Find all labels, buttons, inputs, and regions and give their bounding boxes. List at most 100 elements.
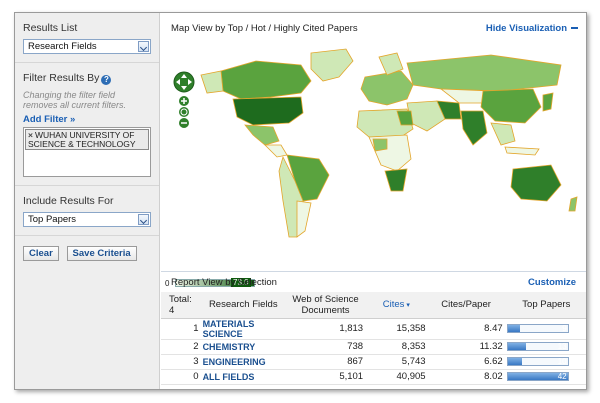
- visualization-title: Map View by Top / Hot / Highly Cited Pap…: [171, 23, 358, 34]
- include-section: Include Results For Top Papers: [15, 186, 159, 236]
- map-region-new-zealand[interactable]: [568, 196, 578, 212]
- results-list-section: Results List Research Fields: [15, 13, 159, 63]
- cites-per-paper-value: 8.02: [427, 369, 505, 385]
- row-index: 3: [161, 354, 201, 370]
- top-papers-value: 10: [557, 357, 567, 366]
- legend-max: 73.0: [231, 278, 251, 287]
- map-region-russia[interactable]: [406, 54, 562, 92]
- cites-per-paper-header[interactable]: Cites/Paper: [427, 292, 505, 319]
- app-frame: Results List Research Fields Filter Resu…: [14, 12, 587, 390]
- documents-header[interactable]: Web of Science Documents: [285, 292, 366, 319]
- world-map[interactable]: 0 73.0: [161, 41, 586, 288]
- save-criteria-button[interactable]: Save Criteria: [66, 246, 137, 261]
- include-select[interactable]: Top Papers: [23, 212, 151, 227]
- minus-icon: [571, 27, 578, 29]
- total-header: Total: 4: [161, 292, 201, 319]
- sort-down-icon: ▾: [404, 302, 410, 310]
- research-field-link[interactable]: MATERIALS SCIENCE: [200, 318, 286, 340]
- report-title: Report View by Selection: [171, 277, 277, 288]
- map-region-japan[interactable]: [542, 92, 554, 112]
- map-region-china[interactable]: [480, 88, 542, 124]
- map-region-argentina[interactable]: [296, 200, 312, 238]
- customize-link[interactable]: Customize: [527, 277, 576, 288]
- filter-list: × WUHAN UNIVERSITY OF SCIENCE & TECHNOLOG…: [23, 127, 151, 177]
- help-icon[interactable]: ?: [101, 75, 112, 85]
- legend-gradient: [175, 279, 255, 287]
- row-index: 2: [161, 339, 201, 355]
- world-map-svg: [200, 48, 578, 238]
- map-region-indonesia[interactable]: [504, 146, 540, 156]
- top-papers-bar[interactable]: 10: [506, 357, 569, 366]
- top-papers-bar[interactable]: 13: [506, 342, 569, 351]
- map-region-greenland[interactable]: [310, 48, 354, 82]
- top-papers-bar-fill: [507, 373, 568, 380]
- map-region-usa[interactable]: [232, 96, 304, 126]
- map-zoom-controls: [173, 71, 195, 144]
- research-field-link[interactable]: ENGINEERING: [200, 354, 286, 370]
- hide-visualization-link[interactable]: Hide Visualization: [486, 23, 578, 34]
- research-fields-header[interactable]: Research Fields: [200, 292, 286, 319]
- research-field-link[interactable]: ALL FIELDS: [200, 369, 286, 385]
- include-title: Include Results For: [23, 195, 114, 207]
- map-region-southeast-asia[interactable]: [490, 122, 516, 146]
- documents-value: 1,813: [285, 318, 366, 340]
- zoom-in-icon[interactable]: [179, 96, 189, 106]
- results-list-value: Research Fields: [28, 41, 97, 52]
- results-table: Total: 4 Research Fields Web of Science …: [161, 292, 586, 385]
- top-papers-value: 42: [557, 372, 567, 381]
- map-region-alaska[interactable]: [200, 70, 224, 94]
- top-papers-cell[interactable]: 42: [504, 369, 586, 385]
- filter-chip-label: WUHAN UNIVERSITY OF SCIENCE & TECHNOLOGY: [28, 130, 136, 149]
- filter-title-label: Filter Results By: [23, 72, 100, 84]
- research-field-link[interactable]: CHEMISTRY: [200, 339, 286, 355]
- chevron-down-icon[interactable]: [138, 214, 149, 225]
- sidebar: Results List Research Fields Filter Resu…: [15, 13, 160, 389]
- map-region-mexico[interactable]: [244, 124, 280, 146]
- cites-header[interactable]: Cites ▾: [365, 292, 428, 319]
- filter-title: Filter Results By?: [23, 72, 151, 85]
- map-region-nigeria[interactable]: [372, 138, 388, 152]
- documents-value: 738: [285, 339, 366, 355]
- table-row: 1 MATERIALS SCIENCE 1,813 15,358 8.47 9: [161, 318, 586, 340]
- zoom-out-icon[interactable]: [179, 118, 189, 128]
- hide-visualization-label: Hide Visualization: [485, 23, 567, 34]
- chevron-down-icon[interactable]: [138, 41, 149, 52]
- cites-value: 15,358: [365, 318, 428, 340]
- globe-icon[interactable]: [179, 107, 189, 117]
- table-row: 0 ALL FIELDS 5,101 40,905 8.02 42: [161, 369, 586, 385]
- map-region-iran[interactable]: [436, 100, 462, 120]
- map-region-scandinavia[interactable]: [378, 52, 404, 76]
- report-header: Report View by Selection Customize: [161, 271, 586, 291]
- include-value: Top Papers: [28, 214, 77, 225]
- add-filter-link[interactable]: Add Filter »: [23, 114, 76, 125]
- map-region-india[interactable]: [460, 110, 488, 146]
- top-papers-cell[interactable]: 9: [504, 318, 586, 340]
- row-index: 0: [161, 369, 201, 385]
- documents-value: 5,101: [285, 369, 366, 385]
- map-region-canada[interactable]: [220, 60, 312, 100]
- top-papers-bar-fill: [507, 358, 523, 365]
- cites-header-label: Cites: [382, 299, 405, 311]
- pan-icon[interactable]: [173, 71, 195, 93]
- filter-hint: Changing the filter field removes all cu…: [23, 90, 127, 110]
- top-papers-bar-fill: [507, 325, 521, 332]
- results-list-select[interactable]: Research Fields: [23, 39, 151, 54]
- cites-value: 40,905: [365, 369, 428, 385]
- table-header-row: Total: 4 Research Fields Web of Science …: [161, 292, 586, 319]
- results-list-title: Results List: [23, 22, 78, 34]
- map-region-central-america[interactable]: [264, 144, 288, 158]
- map-region-europe[interactable]: [360, 70, 414, 106]
- top-papers-cell[interactable]: 13: [504, 339, 586, 355]
- cites-per-paper-value: 8.47: [427, 318, 505, 340]
- cites-value: 8,353: [365, 339, 428, 355]
- top-papers-bar[interactable]: 42: [506, 372, 569, 381]
- map-region-south-africa[interactable]: [384, 168, 408, 192]
- close-icon[interactable]: ×: [28, 130, 33, 140]
- top-papers-bar[interactable]: 9: [506, 324, 569, 333]
- clear-button[interactable]: Clear: [23, 246, 59, 261]
- map-region-egypt[interactable]: [396, 110, 414, 126]
- legend-min: 0: [165, 279, 170, 288]
- top-papers-header[interactable]: Top Papers: [504, 292, 586, 319]
- top-papers-cell[interactable]: 10: [504, 354, 586, 370]
- map-region-australia[interactable]: [510, 164, 562, 202]
